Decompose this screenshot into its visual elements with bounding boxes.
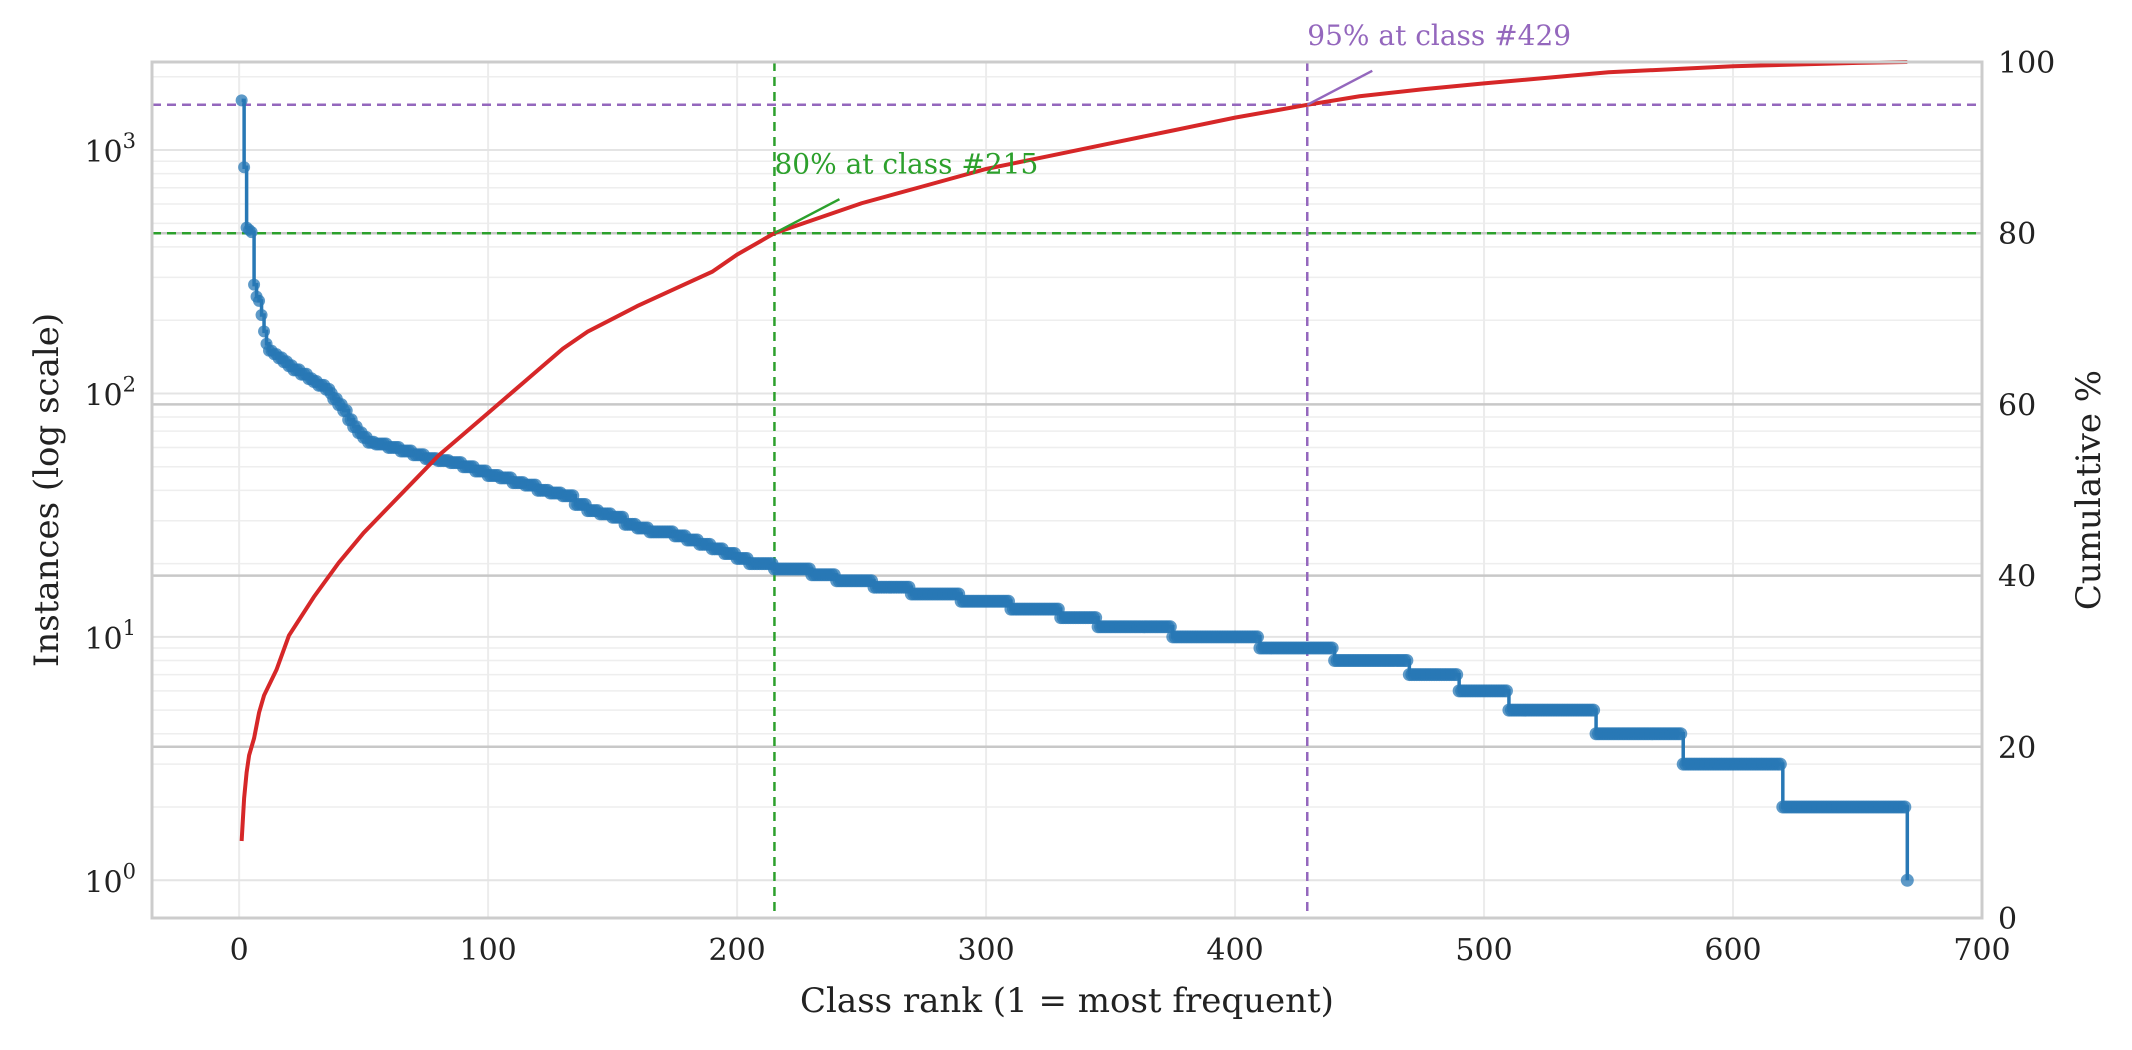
major-gridlines <box>152 62 1983 918</box>
plot-frame <box>150 60 1984 920</box>
instances-point <box>1773 757 1787 771</box>
instances-point <box>1450 668 1464 682</box>
y2-tick-label: 0 <box>1998 902 2017 937</box>
y-tick-label: 102 <box>84 372 136 413</box>
instances-point <box>1499 684 1513 698</box>
annotations: 80% at class #215 95% at class #429 <box>773 19 1571 235</box>
y2-tick-label: 100 <box>1998 46 2055 81</box>
y2-tick-label: 40 <box>1998 560 2036 595</box>
instances-point <box>235 94 248 107</box>
annotation-arrow <box>773 198 841 235</box>
annotation-label: 80% at class #215 <box>774 147 1038 180</box>
x-tick-label: 300 <box>957 933 1014 968</box>
x-tick-label: 500 <box>1455 933 1512 968</box>
instances-point <box>1587 703 1601 717</box>
instances-point <box>255 309 268 322</box>
y-axis-label: Instances (log scale) <box>27 313 67 667</box>
y2-axis-label: Cumulative % <box>2069 370 2109 610</box>
y-tick-label: 103 <box>84 129 136 170</box>
instances-point <box>1400 653 1414 667</box>
x-tick-label: 700 <box>1953 933 2010 968</box>
y2-axis-ticks: 0 20 40 60 80 100 <box>1998 46 2055 937</box>
y2-tick-label: 80 <box>1998 217 2036 252</box>
instances-point <box>1250 630 1264 644</box>
x-axis-ticks: 0 100 200 300 400 500 600 700 <box>230 933 2011 968</box>
x-axis-label: Class rank (1 = most frequent) <box>800 981 1334 1021</box>
reference-lines <box>152 62 1982 918</box>
instances-series <box>235 94 1914 887</box>
y-axis-ticks: 100 101 102 103 <box>84 129 136 900</box>
x-tick-label: 600 <box>1704 933 1761 968</box>
instances-point <box>245 226 258 239</box>
y2-tick-label: 60 <box>1998 388 2036 423</box>
instances-point <box>253 294 266 307</box>
instances-point <box>1325 641 1339 655</box>
x-tick-label: 0 <box>230 933 249 968</box>
instances-point <box>248 278 261 291</box>
instances-point <box>258 325 271 338</box>
x-tick-label: 400 <box>1206 933 1263 968</box>
y-tick-label: 100 <box>84 859 136 900</box>
instances-point <box>1898 800 1912 814</box>
instances-point <box>1900 873 1914 887</box>
instances-point <box>238 161 251 174</box>
instances-point <box>1163 620 1177 634</box>
annotation-label: 95% at class #429 <box>1307 19 1571 52</box>
y-tick-label: 101 <box>84 616 136 657</box>
annotation-arrow <box>1306 69 1373 106</box>
x-tick-label: 200 <box>708 933 765 968</box>
x-tick-label: 100 <box>459 933 516 968</box>
y2-tick-label: 20 <box>1998 731 2036 766</box>
instances-point <box>1674 727 1688 741</box>
